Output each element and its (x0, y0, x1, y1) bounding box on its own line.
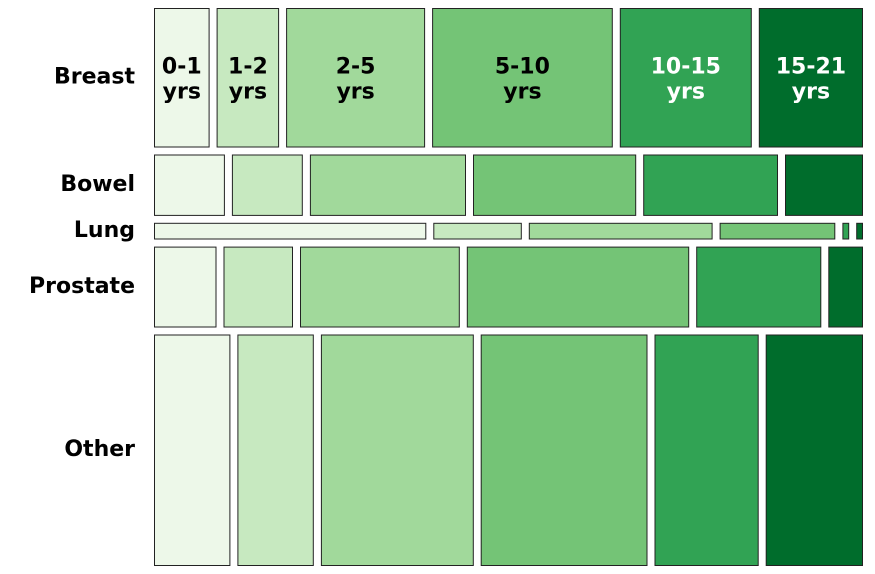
category-label-line: 10-15 (651, 54, 721, 79)
cell-breast-2-5-yrs (286, 8, 426, 148)
cell-lung-2-5-yrs (528, 222, 713, 240)
cell-bowel-15-21-yrs (785, 154, 863, 216)
cell-bowel-0-1-yrs (154, 154, 225, 216)
cell-breast-5-10-yrs (432, 8, 613, 148)
category-label-line: 0-1 (162, 54, 202, 79)
cell-lung-1-2-yrs (433, 222, 522, 240)
row-labels: Breast Bowel Lung Prostate Other (29, 65, 135, 463)
cell-bowel-5-10-yrs (473, 154, 637, 216)
category-label-2-5-yrs: 2-5 yrs (336, 54, 376, 104)
cell-bowel-2-5-yrs (309, 154, 466, 216)
row-label-lung: Lung (74, 218, 135, 243)
cell-prostate-1-2-yrs (223, 246, 293, 328)
category-label-15-21-yrs: 15-21 yrs (776, 54, 846, 104)
category-label-line: yrs (336, 80, 374, 105)
cell-breast-0-1-yrs (154, 8, 210, 148)
cell-other-2-5-yrs (320, 334, 474, 566)
cell-breast-1-2-yrs (216, 8, 280, 148)
category-label-line: yrs (229, 80, 267, 105)
category-label-line: 1-2 (228, 54, 268, 79)
cell-other-15-21-yrs (765, 334, 864, 566)
cell-bowel-10-15-yrs (643, 154, 779, 216)
row-label-bowel: Bowel (60, 172, 135, 197)
category-label-0-1-yrs: 0-1 yrs (162, 54, 202, 104)
category-label-line: yrs (503, 80, 541, 105)
category-label-line: yrs (792, 80, 830, 105)
row-label-breast: Breast (54, 65, 135, 90)
cell-prostate-15-21-yrs (828, 246, 863, 328)
row-label-other: Other (64, 437, 135, 462)
cell-other-1-2-yrs (237, 334, 314, 566)
category-label-line: yrs (667, 80, 705, 105)
category-label-1-2-yrs: 1-2 yrs (228, 54, 268, 104)
cell-other-5-10-yrs (480, 334, 648, 566)
category-label-line: 15-21 (776, 54, 846, 79)
cell-breast-15-21-yrs (758, 8, 863, 148)
cell-prostate-5-10-yrs (466, 246, 690, 328)
row-label-prostate: Prostate (29, 274, 135, 299)
cell-lung-15-21-yrs (856, 222, 864, 240)
category-label-line: 2-5 (336, 54, 376, 79)
cell-breast-10-15-yrs (619, 8, 752, 148)
cell-other-0-1-yrs (154, 334, 231, 566)
cell-other-10-15-yrs (654, 334, 759, 566)
category-label-10-15-yrs: 10-15 yrs (651, 54, 721, 104)
cell-bowel-1-2-yrs (231, 154, 303, 216)
cell-prostate-0-1-yrs (154, 246, 217, 328)
cell-prostate-2-5-yrs (300, 246, 460, 328)
cell-lung-10-15-yrs (842, 222, 850, 240)
cell-lung-5-10-yrs (719, 222, 836, 240)
category-label-line: yrs (163, 80, 201, 105)
category-label-5-10-yrs: 5-10 yrs (495, 54, 550, 104)
category-label-line: 5-10 (495, 54, 550, 79)
cell-lung-0-1-yrs (154, 222, 427, 240)
cell-prostate-10-15-yrs (696, 246, 822, 328)
